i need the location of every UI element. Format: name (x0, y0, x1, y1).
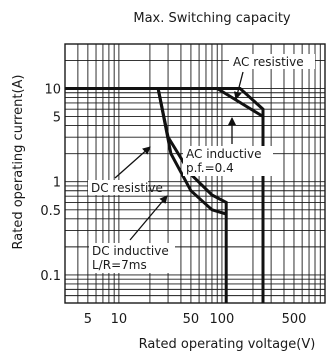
x-axis-label: Rated operating voltage(V) (139, 337, 316, 352)
x-tick-label: 10 (111, 312, 128, 327)
annotation-background (88, 180, 148, 195)
annotation-background (89, 243, 175, 273)
annotation-arrow-dc-resistive (114, 146, 151, 179)
x-tick-label: 100 (210, 312, 235, 327)
y-tick-label: 10 (44, 82, 61, 97)
x-tick-label: 5 (84, 312, 92, 327)
y-axis-label: Rated operating current(A) (11, 75, 26, 250)
series-line-ac-inductive-p-f-0-4 (206, 87, 264, 118)
annotation-dc-inductive-lr: L/R=7ms (92, 258, 147, 272)
y-tick-label: 0.1 (40, 269, 61, 284)
series-line-dc-inductive-l-r-7ms (156, 88, 227, 216)
y-tick-label: 0.5 (40, 204, 61, 219)
annotation-arrow-dc-inductive (129, 195, 168, 241)
x-tick-label: 50 (183, 312, 200, 327)
annotation-ac-resistive: AC resistive (233, 55, 304, 69)
annotation-dc-inductive: DC inductive (92, 244, 169, 258)
annotation-background (229, 54, 315, 69)
annotation-ac-inductive: AC inductive (186, 147, 261, 161)
y-tick-label: 5 (53, 111, 61, 126)
annotation-dc-resistive: DC resistive (91, 181, 163, 195)
annotation-background (183, 146, 273, 176)
annotation-arrow-ac-resistive (233, 71, 244, 100)
annotation-ac-inductive-pf: p.f.=0.4 (186, 161, 234, 175)
y-tick-label: 1 (53, 176, 61, 191)
chart-title: Max. Switching capacity (133, 11, 291, 26)
plot-frame (64, 43, 326, 304)
ticks-layer: 5 10 50 100 500 0.1 0.5 1 5 10 (40, 82, 306, 327)
x-tick-label: 500 (282, 312, 307, 327)
